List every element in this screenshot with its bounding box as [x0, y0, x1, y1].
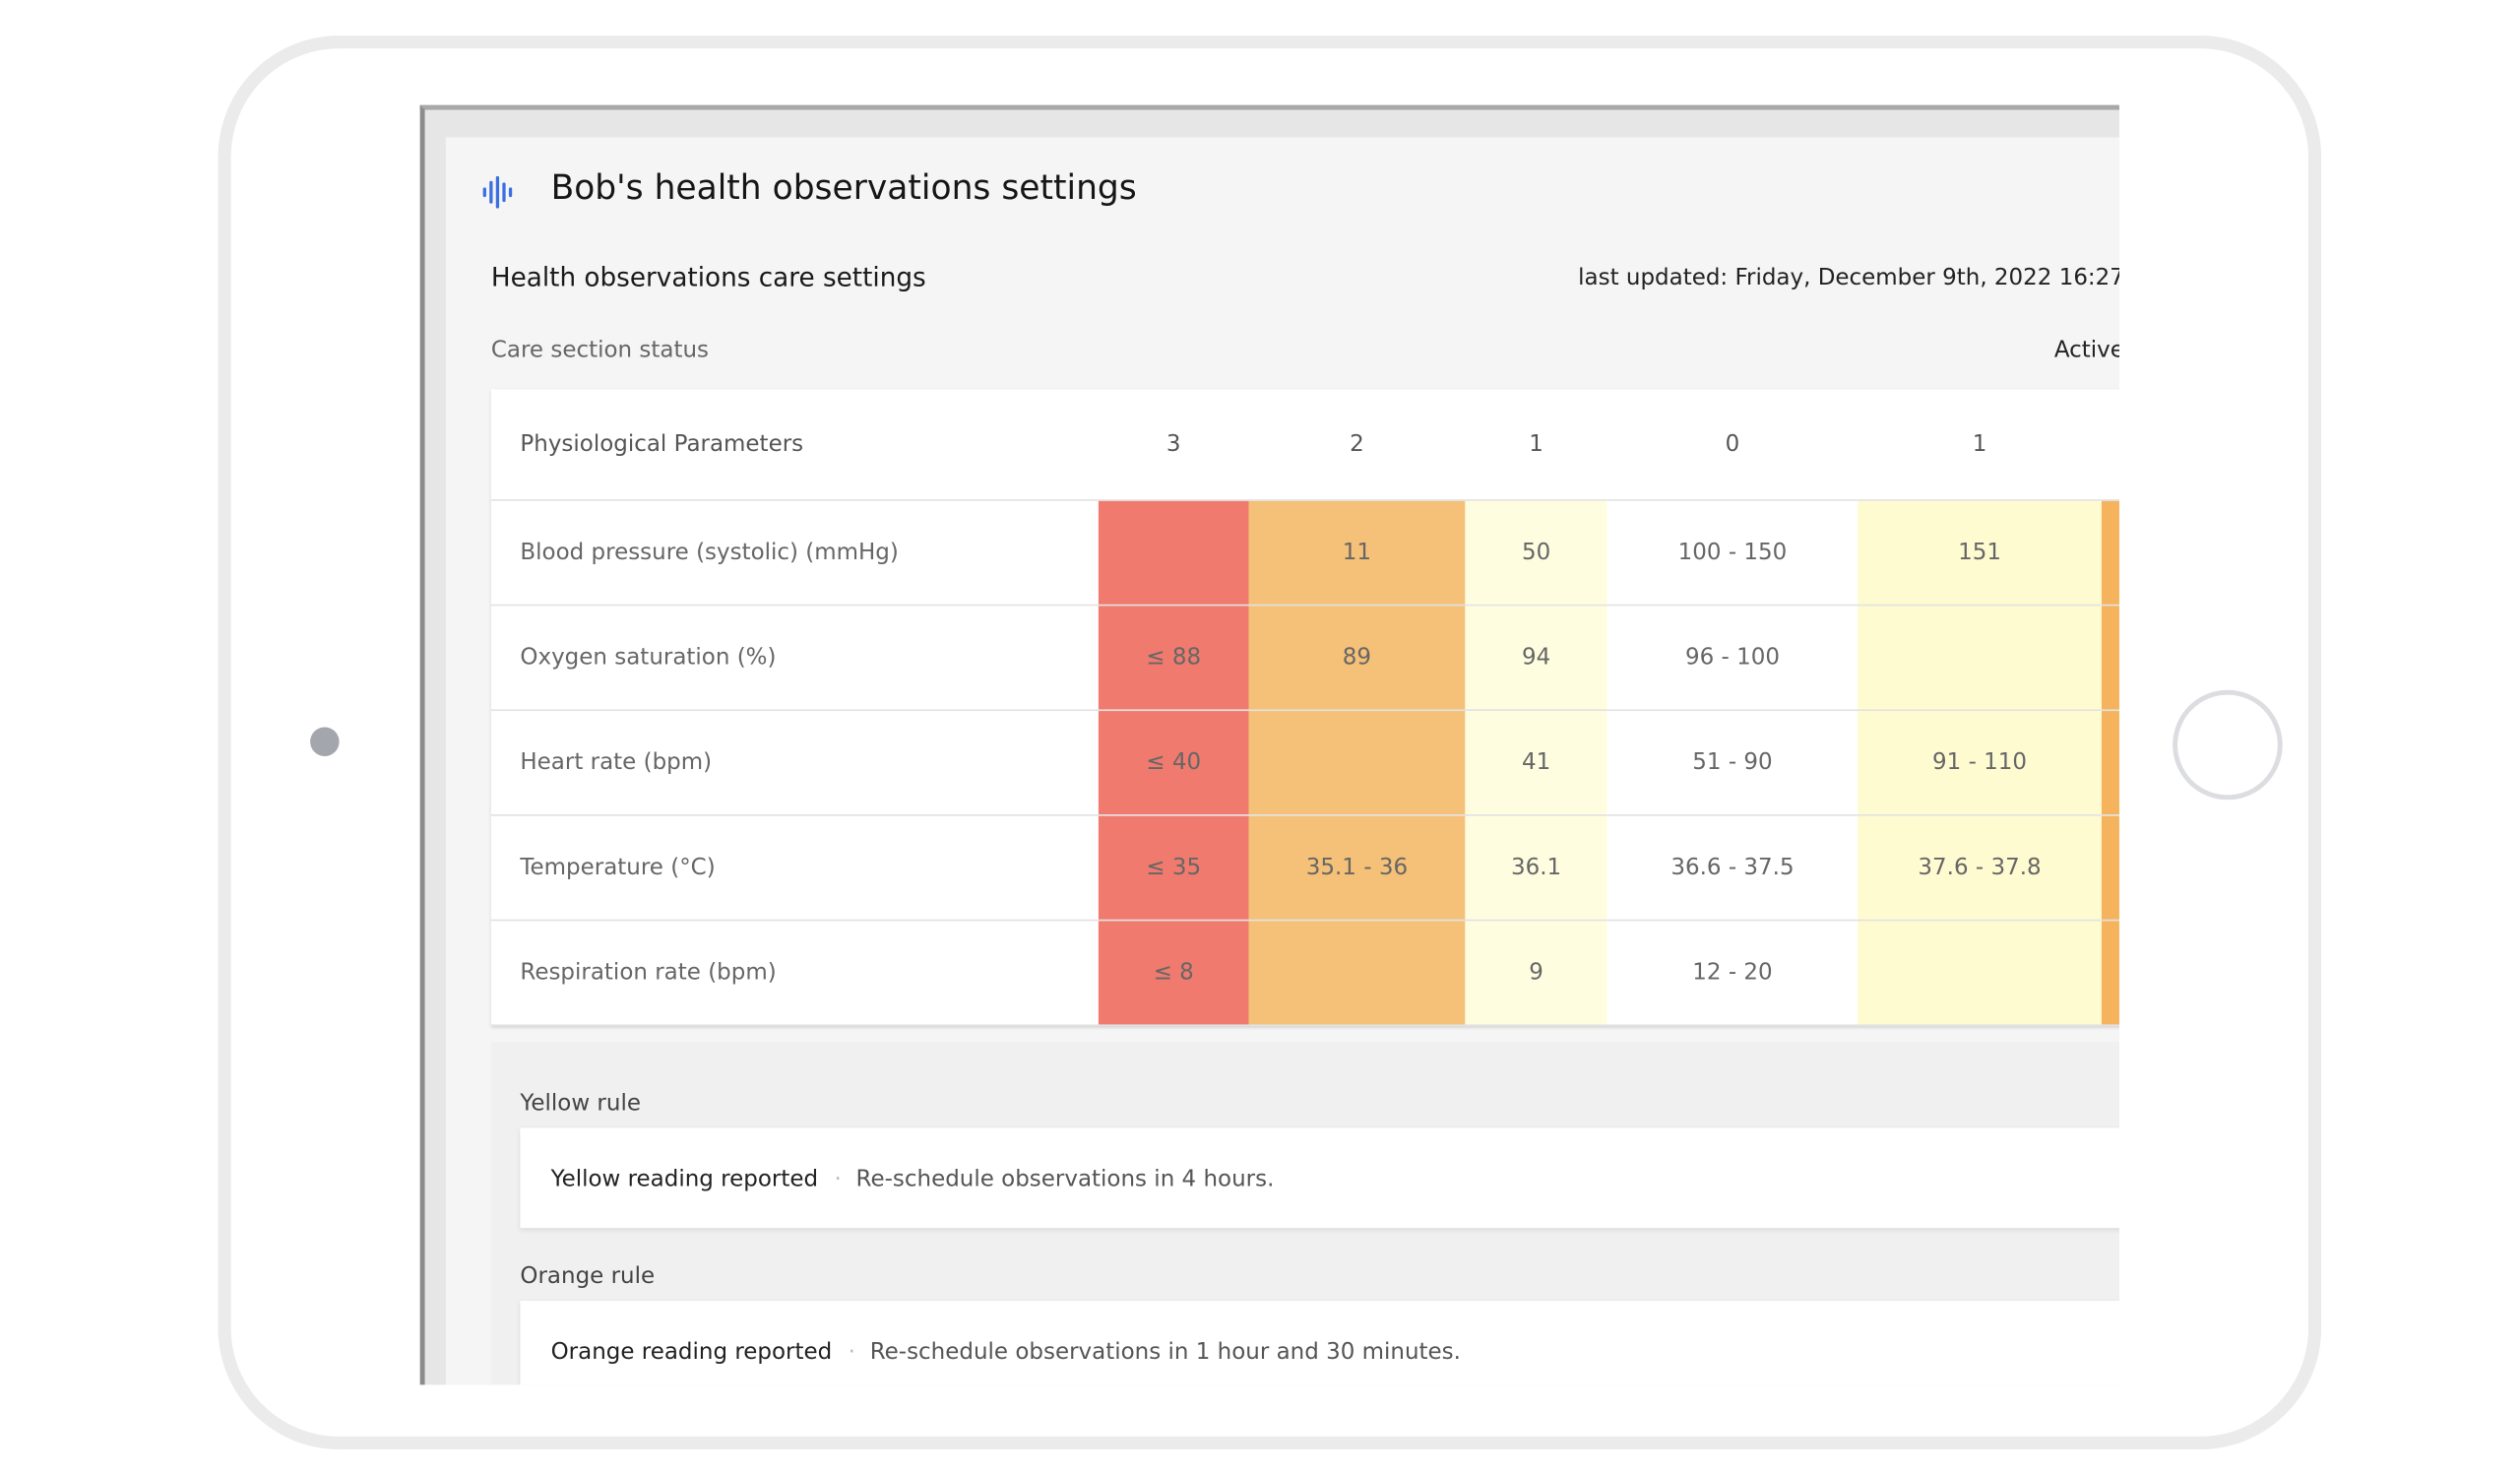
home-button[interactable]	[2173, 689, 2283, 801]
extra-cell	[2101, 710, 2119, 816]
rule-action: Re-schedule observations in 4 hours.	[855, 1166, 1275, 1193]
extra-cell	[2101, 605, 2119, 712]
settings-card: Bob's health observations settings Healt…	[445, 137, 2119, 1385]
threshold-cell: 12 - 20	[1606, 920, 1858, 1027]
parameter-header: Physiological Parameters	[490, 389, 1099, 501]
extra-column	[2101, 389, 2119, 501]
threshold-cell	[1858, 920, 2102, 1027]
parameter-name: Respiration rate (bpm)	[490, 920, 1099, 1027]
threshold-cell: 11	[1248, 499, 1466, 607]
parameter-row: Heart rate (bpm) ≤ 40 41 51 - 90 91 - 110	[490, 710, 2119, 816]
threshold-cell: 35.1 - 36	[1248, 814, 1466, 922]
separator-dot: ·	[834, 1166, 842, 1193]
parameter-name: Temperature (°C)	[490, 814, 1099, 922]
camera	[310, 727, 340, 756]
threshold-cell: 51 - 90	[1606, 710, 1858, 816]
rule-title: Yellow reading reported	[550, 1166, 819, 1193]
rule-title: Orange reading reported	[550, 1339, 833, 1366]
threshold-cell	[1248, 920, 1466, 1027]
parameter-row: Blood pressure (systolic) (mmHg) 11 50 100 …	[490, 499, 2119, 607]
header-row: Physiological Parameters 3 2 1 0 1	[490, 389, 2119, 501]
threshold-cell: 96 - 100	[1606, 605, 1858, 712]
parameter-row: Oxygen saturation (%) ≤ 88 89 94 96 - 100	[490, 605, 2119, 712]
score-header: 1	[1465, 389, 1607, 501]
rule-text: Orange reading reported · Re-schedule obse…	[551, 1339, 1461, 1365]
parameter-row: Temperature (°C) ≤ 35 35.1 - 36 36.1 36.6 - …	[490, 814, 2119, 922]
status-label: Care section status	[490, 337, 710, 364]
page-title: Bob's health observations settings	[550, 167, 1137, 208]
threshold-cell: ≤ 35	[1098, 814, 1249, 922]
extra-cell	[2101, 920, 2119, 1027]
threshold-cell: 41	[1465, 710, 1607, 816]
rules-panel: Yellow rule Yellow reading reported · Re-sc…	[490, 1042, 2119, 1385]
threshold-cell	[1858, 605, 2102, 712]
threshold-cell: 89	[1248, 605, 1466, 712]
threshold-cell: ≤ 40	[1098, 710, 1249, 816]
app-icon	[482, 175, 513, 209]
rule-card: Yellow reading reported · Re-schedule obse…	[520, 1127, 2119, 1229]
rule-action: Re-schedule observations in 1 hour and 3…	[869, 1339, 1461, 1366]
score-header: 1	[1858, 389, 2102, 501]
threshold-cell: 50	[1465, 499, 1607, 607]
score-header: 0	[1606, 389, 1858, 501]
rule-label: Orange rule	[520, 1263, 656, 1290]
threshold-cell	[1098, 499, 1249, 607]
separator-dot: ·	[848, 1339, 855, 1366]
section-title: Health observations care settings	[490, 261, 926, 293]
threshold-cell: 151	[1858, 499, 2102, 607]
rule-label: Yellow rule	[520, 1090, 641, 1117]
status-value: Active	[2053, 337, 2119, 364]
last-updated: last updated: Friday, December 9th, 2022…	[1578, 265, 2119, 291]
threshold-cell	[1248, 710, 1466, 816]
threshold-cell: 36.1	[1465, 814, 1607, 922]
rule-text: Yellow reading reported · Re-schedule obse…	[551, 1167, 1275, 1192]
threshold-cell: ≤ 8	[1098, 920, 1249, 1027]
threshold-cell: 94	[1465, 605, 1607, 712]
score-header: 2	[1248, 389, 1466, 501]
threshold-cell: ≤ 88	[1098, 605, 1249, 712]
threshold-cell: 100 - 150	[1606, 499, 1858, 607]
score-header: 3	[1098, 389, 1249, 501]
threshold-cell: 36.6 - 37.5	[1606, 814, 1858, 922]
parameters-table: Physiological Parameters 3 2 1 0 1 Blood press…	[490, 389, 2119, 1027]
extra-cell	[2101, 814, 2119, 922]
threshold-cell: 91 - 110	[1858, 710, 2102, 816]
parameter-name: Blood pressure (systolic) (mmHg)	[490, 499, 1099, 607]
parameter-name: Oxygen saturation (%)	[490, 605, 1099, 712]
threshold-cell: 9	[1465, 920, 1607, 1027]
extra-cell	[2101, 499, 2119, 607]
tablet-frame	[218, 35, 2322, 1449]
parameter-name: Heart rate (bpm)	[490, 710, 1099, 816]
threshold-cell: 37.6 - 37.8	[1858, 814, 2102, 922]
parameter-row: Respiration rate (bpm) ≤ 8 9 12 - 20	[490, 920, 2119, 1027]
screen: Bob's health observations settings Healt…	[419, 104, 2119, 1385]
rule-card: Orange reading reported · Re-schedule obse…	[520, 1301, 2119, 1385]
